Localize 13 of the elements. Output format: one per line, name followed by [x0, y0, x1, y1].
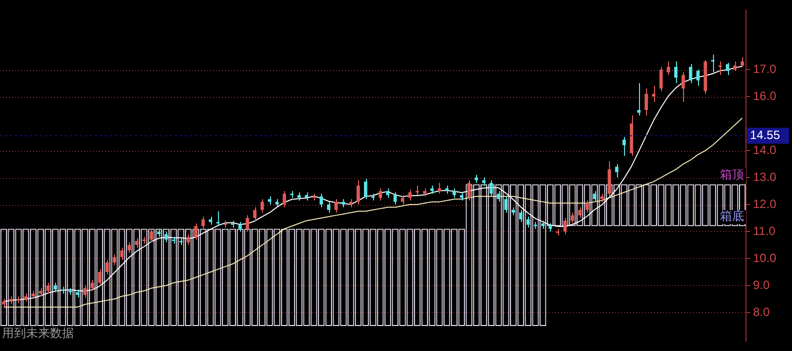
y-tick-label: 13.0 — [753, 170, 777, 184]
annotation: 箱顶 — [720, 167, 744, 182]
y-tick-label: 9.0 — [753, 278, 770, 292]
y-tick-label: 11.0 — [753, 224, 776, 238]
y-tick-label: 17.0 — [753, 62, 777, 76]
y-tick-label: 8.0 — [753, 304, 770, 319]
y-tick-label: 10.0 — [753, 250, 777, 265]
annotation: 箱底 — [720, 209, 744, 224]
ref-line-label: 14.55 — [750, 128, 780, 142]
y-tick-label: 16.0 — [753, 88, 777, 103]
y-tick-label: 12.0 — [753, 196, 777, 211]
annotation: 用到未来数据 — [2, 326, 74, 340]
y-tick-label: 14.0 — [753, 142, 777, 157]
